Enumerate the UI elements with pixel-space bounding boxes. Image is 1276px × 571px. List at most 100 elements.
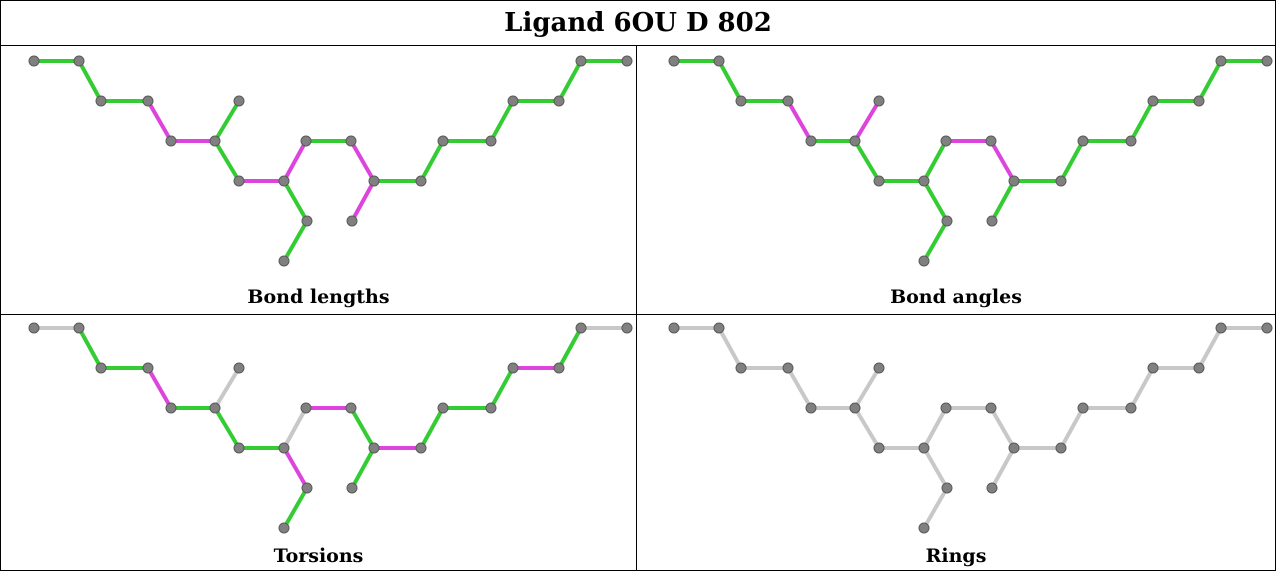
atom-16 [437, 402, 449, 414]
atom-16 [437, 135, 449, 147]
atom-16 [1077, 135, 1089, 147]
atom-3 [782, 362, 794, 374]
bond-15 [419, 139, 445, 183]
atom-17 [485, 402, 497, 414]
atom-15 [1055, 442, 1067, 454]
bond-12 [989, 406, 1016, 450]
bond-19 [1197, 326, 1223, 370]
atom-2 [95, 362, 107, 374]
bond-13 [990, 179, 1016, 223]
atom-13 [368, 175, 380, 187]
atom-2 [735, 95, 747, 107]
molecule-bond-lengths [28, 55, 633, 267]
atom-16 [1077, 402, 1089, 414]
atom-15 [415, 442, 427, 454]
bond-3 [786, 99, 813, 143]
atom-1 [73, 55, 85, 67]
bond-19 [557, 59, 583, 103]
bond-9 [922, 219, 949, 263]
atom-17 [1125, 135, 1137, 147]
atom-6 [233, 95, 245, 107]
atom-5 [849, 135, 861, 147]
bond-17 [489, 366, 515, 410]
bond-1 [717, 59, 743, 103]
bond-5 [853, 366, 881, 410]
atom-20 [1215, 55, 1227, 67]
atom-4 [165, 402, 177, 414]
bond-19 [557, 326, 583, 370]
atom-13 [1008, 175, 1020, 187]
atom-10 [918, 255, 930, 267]
atom-1 [73, 322, 85, 334]
figure-title: Ligand 6OU D 802 [1, 1, 1275, 46]
atom-2 [95, 95, 107, 107]
panel-divider-vertical [636, 46, 637, 570]
atom-4 [805, 402, 817, 414]
atom-1 [713, 55, 725, 67]
atom-18 [1147, 362, 1159, 374]
atom-9 [301, 482, 313, 494]
atom-10 [278, 522, 290, 534]
bond-13 [350, 446, 376, 490]
atom-12 [985, 402, 997, 414]
atom-8 [278, 175, 290, 187]
bond-9 [922, 486, 949, 530]
atom-5 [209, 402, 221, 414]
bond-9 [282, 486, 309, 530]
bond-6 [853, 139, 881, 183]
atom-19 [553, 95, 565, 107]
bond-13 [990, 446, 1016, 490]
atom-12 [345, 135, 357, 147]
atom-5 [849, 402, 861, 414]
atom-11 [300, 402, 312, 414]
atom-5 [209, 135, 221, 147]
bond-10 [282, 139, 308, 183]
atom-21 [1261, 322, 1273, 334]
atom-7 [873, 442, 885, 454]
atom-3 [142, 95, 154, 107]
bond-6 [213, 406, 241, 450]
atom-14 [986, 215, 998, 227]
atom-6 [873, 95, 885, 107]
atom-11 [940, 135, 952, 147]
bond-5 [213, 366, 241, 410]
atom-20 [1215, 322, 1227, 334]
atom-7 [233, 442, 245, 454]
atom-2 [735, 362, 747, 374]
atom-10 [278, 255, 290, 267]
bond-10 [922, 139, 948, 183]
atom-13 [368, 442, 380, 454]
bond-12 [349, 406, 376, 450]
panel-rings: Rings [637, 315, 1275, 570]
atom-21 [621, 55, 633, 67]
molecule-torsions [28, 322, 633, 534]
bond-17 [1129, 366, 1155, 410]
atom-0 [28, 55, 40, 67]
atom-15 [1055, 175, 1067, 187]
atom-18 [1147, 95, 1159, 107]
atom-19 [1193, 95, 1205, 107]
atom-14 [986, 482, 998, 494]
atom-7 [873, 175, 885, 187]
atom-9 [941, 482, 953, 494]
atom-6 [873, 362, 885, 374]
atom-14 [346, 482, 358, 494]
atom-21 [621, 322, 633, 334]
bond-15 [1059, 406, 1085, 450]
caption-torsions: Torsions [273, 545, 364, 567]
bond-12 [349, 139, 376, 183]
atom-20 [575, 322, 587, 334]
panel-divider-horizontal [1, 314, 1275, 315]
bond-1 [77, 326, 103, 370]
atom-19 [553, 362, 565, 374]
bond-19 [1197, 59, 1223, 103]
bond-6 [213, 139, 241, 183]
atom-13 [1008, 442, 1020, 454]
panel-bond-lengths: Bond lengths [1, 46, 636, 314]
bond-17 [1129, 99, 1155, 143]
atom-17 [1125, 402, 1137, 414]
atom-0 [668, 55, 680, 67]
bond-15 [419, 406, 445, 450]
atom-10 [918, 522, 930, 534]
